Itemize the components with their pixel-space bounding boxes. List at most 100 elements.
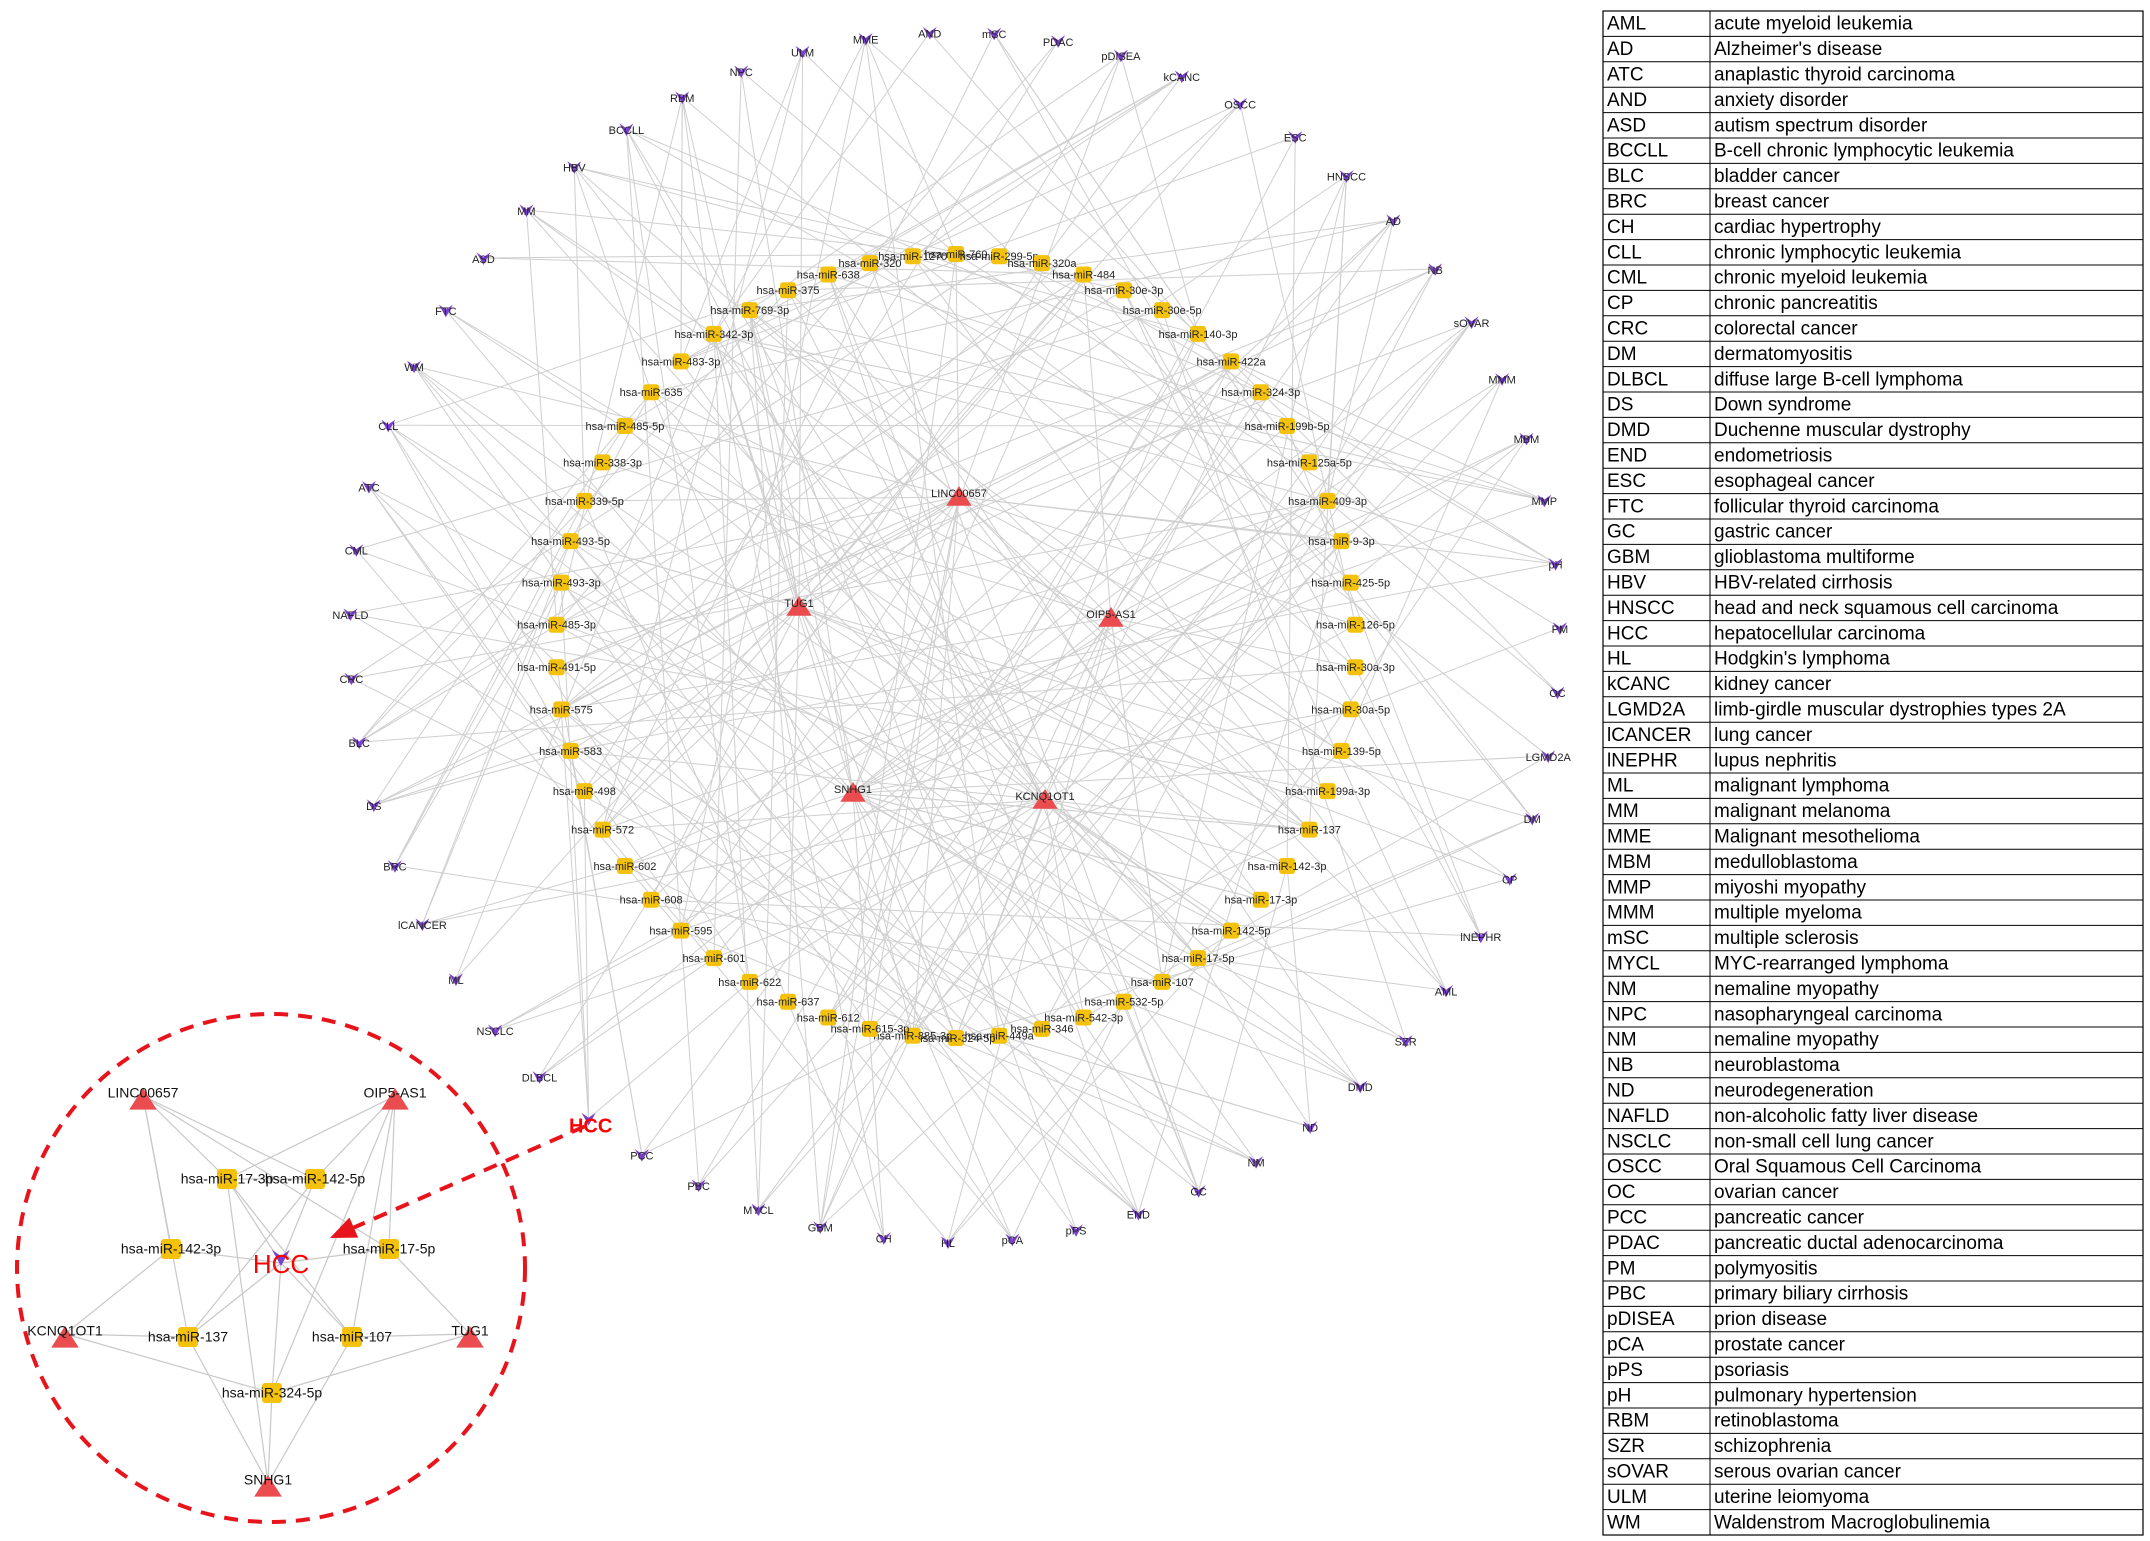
edge [388, 424, 571, 542]
table-abbr: HNSCC [1607, 598, 1675, 619]
edge [852, 792, 957, 1039]
edge [1110, 617, 1342, 752]
edge [749, 54, 1122, 311]
disease-label: CP [1502, 875, 1517, 887]
inset-edge [267, 1392, 273, 1484]
edge [413, 365, 1232, 932]
edge [929, 32, 1310, 463]
mirna-node [548, 616, 565, 633]
table-name: lupus nephritis [1714, 750, 1837, 771]
mirna-label: hsa-miR-608 [620, 895, 683, 907]
disease-label: CH [876, 1234, 892, 1246]
mirna-label: hsa-miR-299-5p [960, 251, 1039, 263]
edge [827, 1017, 1013, 1240]
edge [869, 378, 1503, 1030]
table-name: Oral Squamous Cell Carcinoma [1714, 1157, 1982, 1178]
disease-label: CLL [378, 421, 398, 433]
disease-label: ML [448, 975, 463, 987]
disease-node [1502, 873, 1517, 886]
edge [394, 500, 585, 867]
inset-mirna-node [379, 1239, 399, 1259]
mirna-node [1223, 922, 1240, 939]
mirna-node [1075, 1009, 1092, 1026]
edge [351, 500, 1328, 679]
mirna-label: hsa-miR-142-3p [1248, 861, 1327, 873]
table-abbr: DMD [1607, 420, 1650, 441]
table-abbr: DM [1607, 344, 1637, 365]
nodes: HBV BCCLL RBM NPC ULM MME AND mSC PDAC pDISEA kCAN… [332, 26, 1571, 1250]
table-name: multiple myeloma [1714, 903, 1862, 924]
disease-label: AND [918, 28, 941, 40]
edge [570, 563, 1556, 752]
mirna-label: hsa-miR-140-3p [1159, 329, 1238, 341]
disease-node [619, 123, 634, 137]
edge [947, 617, 1112, 1243]
edge [912, 321, 1472, 1037]
disease-node [1353, 1080, 1368, 1094]
inset-edge [187, 1336, 269, 1484]
table-name: MYC-rearranged lymphoma [1714, 954, 1949, 975]
inset-edge [388, 1248, 471, 1335]
edge [1354, 667, 1482, 937]
table-name: primary biliary cirrhosis [1714, 1284, 1908, 1305]
mirna-label: hsa-miR-142-5p [1192, 925, 1271, 937]
edge [1044, 624, 1356, 801]
disease-node [922, 26, 937, 40]
inset-lncrna-label: OIP5-AS1 [363, 1085, 426, 1101]
edge [680, 930, 1257, 1163]
edge [798, 606, 1043, 1030]
table-abbr: DLBCL [1607, 369, 1668, 390]
table-name: retinoblastoma [1714, 1411, 1839, 1432]
table-abbr: MM [1607, 801, 1639, 822]
edge [387, 424, 854, 794]
edge [570, 540, 1361, 1087]
mirna-label: hsa-miR-17-3p [1224, 895, 1297, 907]
mirna-label: hsa-miR-485-5p [585, 421, 664, 433]
edge [651, 219, 1394, 393]
edge [1286, 865, 1311, 1127]
edge [998, 1035, 1199, 1192]
disease-node [1339, 170, 1354, 183]
edge [570, 750, 1046, 801]
table-name: neuroblastoma [1714, 1055, 1840, 1076]
edge [955, 253, 1561, 629]
edge [560, 709, 590, 1119]
edge [681, 96, 800, 608]
inset-mirna-node [161, 1239, 181, 1259]
edge [749, 219, 1394, 311]
mirna-node [1347, 659, 1364, 676]
disease-label: CRC [339, 674, 363, 686]
edge [413, 365, 960, 498]
table-abbr: pDISEA [1607, 1309, 1675, 1330]
disease-label: END [1127, 1209, 1150, 1221]
lncrna-node [1032, 789, 1058, 809]
edge [1044, 799, 1406, 1042]
edge [539, 262, 1043, 1078]
disease-label: sOVAR [1454, 318, 1490, 330]
table-name: medulloblastoma [1714, 852, 1858, 873]
edge [757, 290, 789, 1210]
disease-label: RBM [670, 93, 694, 105]
edge [1230, 361, 1558, 693]
disease-node [532, 1071, 547, 1084]
table-name: Waldenstrom Macroglobulinemia [1714, 1512, 1990, 1533]
disease-label: HBV [563, 163, 586, 175]
mirna-node [1075, 266, 1092, 283]
disease-node [366, 799, 381, 812]
table-abbr: pPS [1607, 1360, 1643, 1381]
table-abbr: AD [1607, 39, 1633, 60]
mirna-label: hsa-miR-30e-3p [1085, 285, 1164, 297]
mirna-node [643, 891, 660, 908]
edge [356, 309, 1163, 551]
mirna-node [904, 248, 921, 265]
edge [819, 361, 1232, 1228]
inset-edge [187, 1262, 282, 1338]
inset-mirna-label: hsa-miR-17-5p [343, 1241, 436, 1257]
disease-label: ND [1302, 1123, 1318, 1135]
disease-node [1005, 1233, 1020, 1247]
edge [819, 253, 957, 1227]
table-name: malignant lymphoma [1714, 776, 1890, 797]
disease-node [1113, 49, 1128, 63]
mirna-node [1115, 282, 1132, 299]
mirna-node [594, 454, 611, 471]
